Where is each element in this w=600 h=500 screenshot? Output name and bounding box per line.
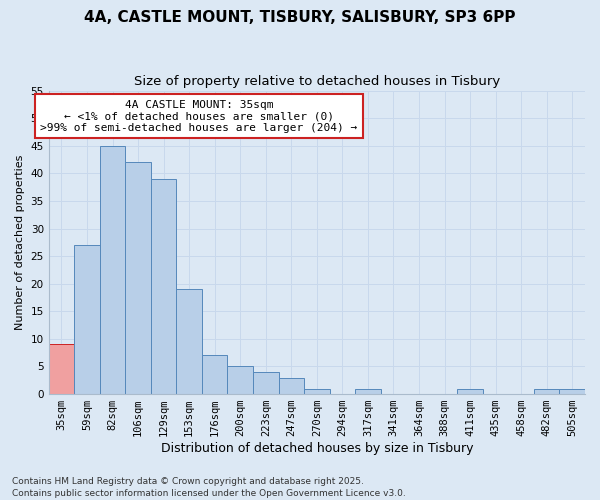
Text: 4A, CASTLE MOUNT, TISBURY, SALISBURY, SP3 6PP: 4A, CASTLE MOUNT, TISBURY, SALISBURY, SP… — [84, 10, 516, 25]
Bar — [227, 366, 253, 394]
Text: 4A CASTLE MOUNT: 35sqm
← <1% of detached houses are smaller (0)
>99% of semi-det: 4A CASTLE MOUNT: 35sqm ← <1% of detached… — [40, 100, 358, 133]
Bar — [100, 146, 125, 394]
Bar — [176, 289, 202, 394]
X-axis label: Distribution of detached houses by size in Tisbury: Distribution of detached houses by size … — [161, 442, 473, 455]
Bar — [74, 245, 100, 394]
Y-axis label: Number of detached properties: Number of detached properties — [15, 154, 25, 330]
Bar — [151, 179, 176, 394]
Bar — [457, 388, 483, 394]
Bar — [49, 344, 74, 394]
Title: Size of property relative to detached houses in Tisbury: Size of property relative to detached ho… — [134, 75, 500, 88]
Bar — [355, 388, 380, 394]
Bar — [253, 372, 278, 394]
Bar — [534, 388, 559, 394]
Text: Contains HM Land Registry data © Crown copyright and database right 2025.
Contai: Contains HM Land Registry data © Crown c… — [12, 476, 406, 498]
Bar — [559, 388, 585, 394]
Bar — [202, 356, 227, 394]
Bar — [278, 378, 304, 394]
Bar — [304, 388, 329, 394]
Bar — [125, 162, 151, 394]
